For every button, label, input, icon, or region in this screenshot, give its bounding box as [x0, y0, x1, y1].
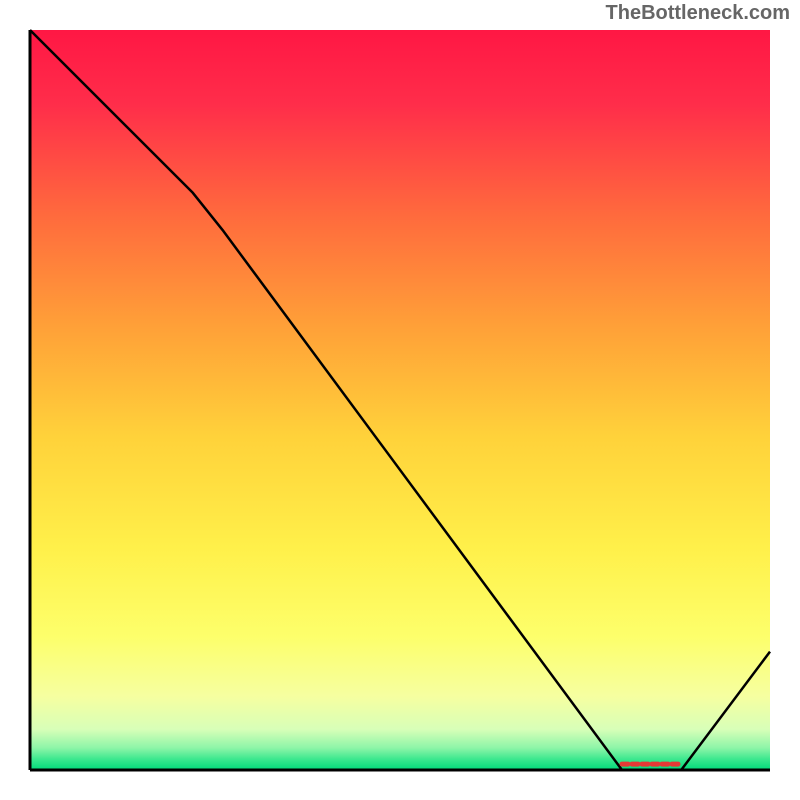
chart-svg — [0, 0, 800, 800]
chart-container: TheBottleneck.com — [0, 0, 800, 800]
watermark-label: TheBottleneck.com — [606, 2, 790, 25]
